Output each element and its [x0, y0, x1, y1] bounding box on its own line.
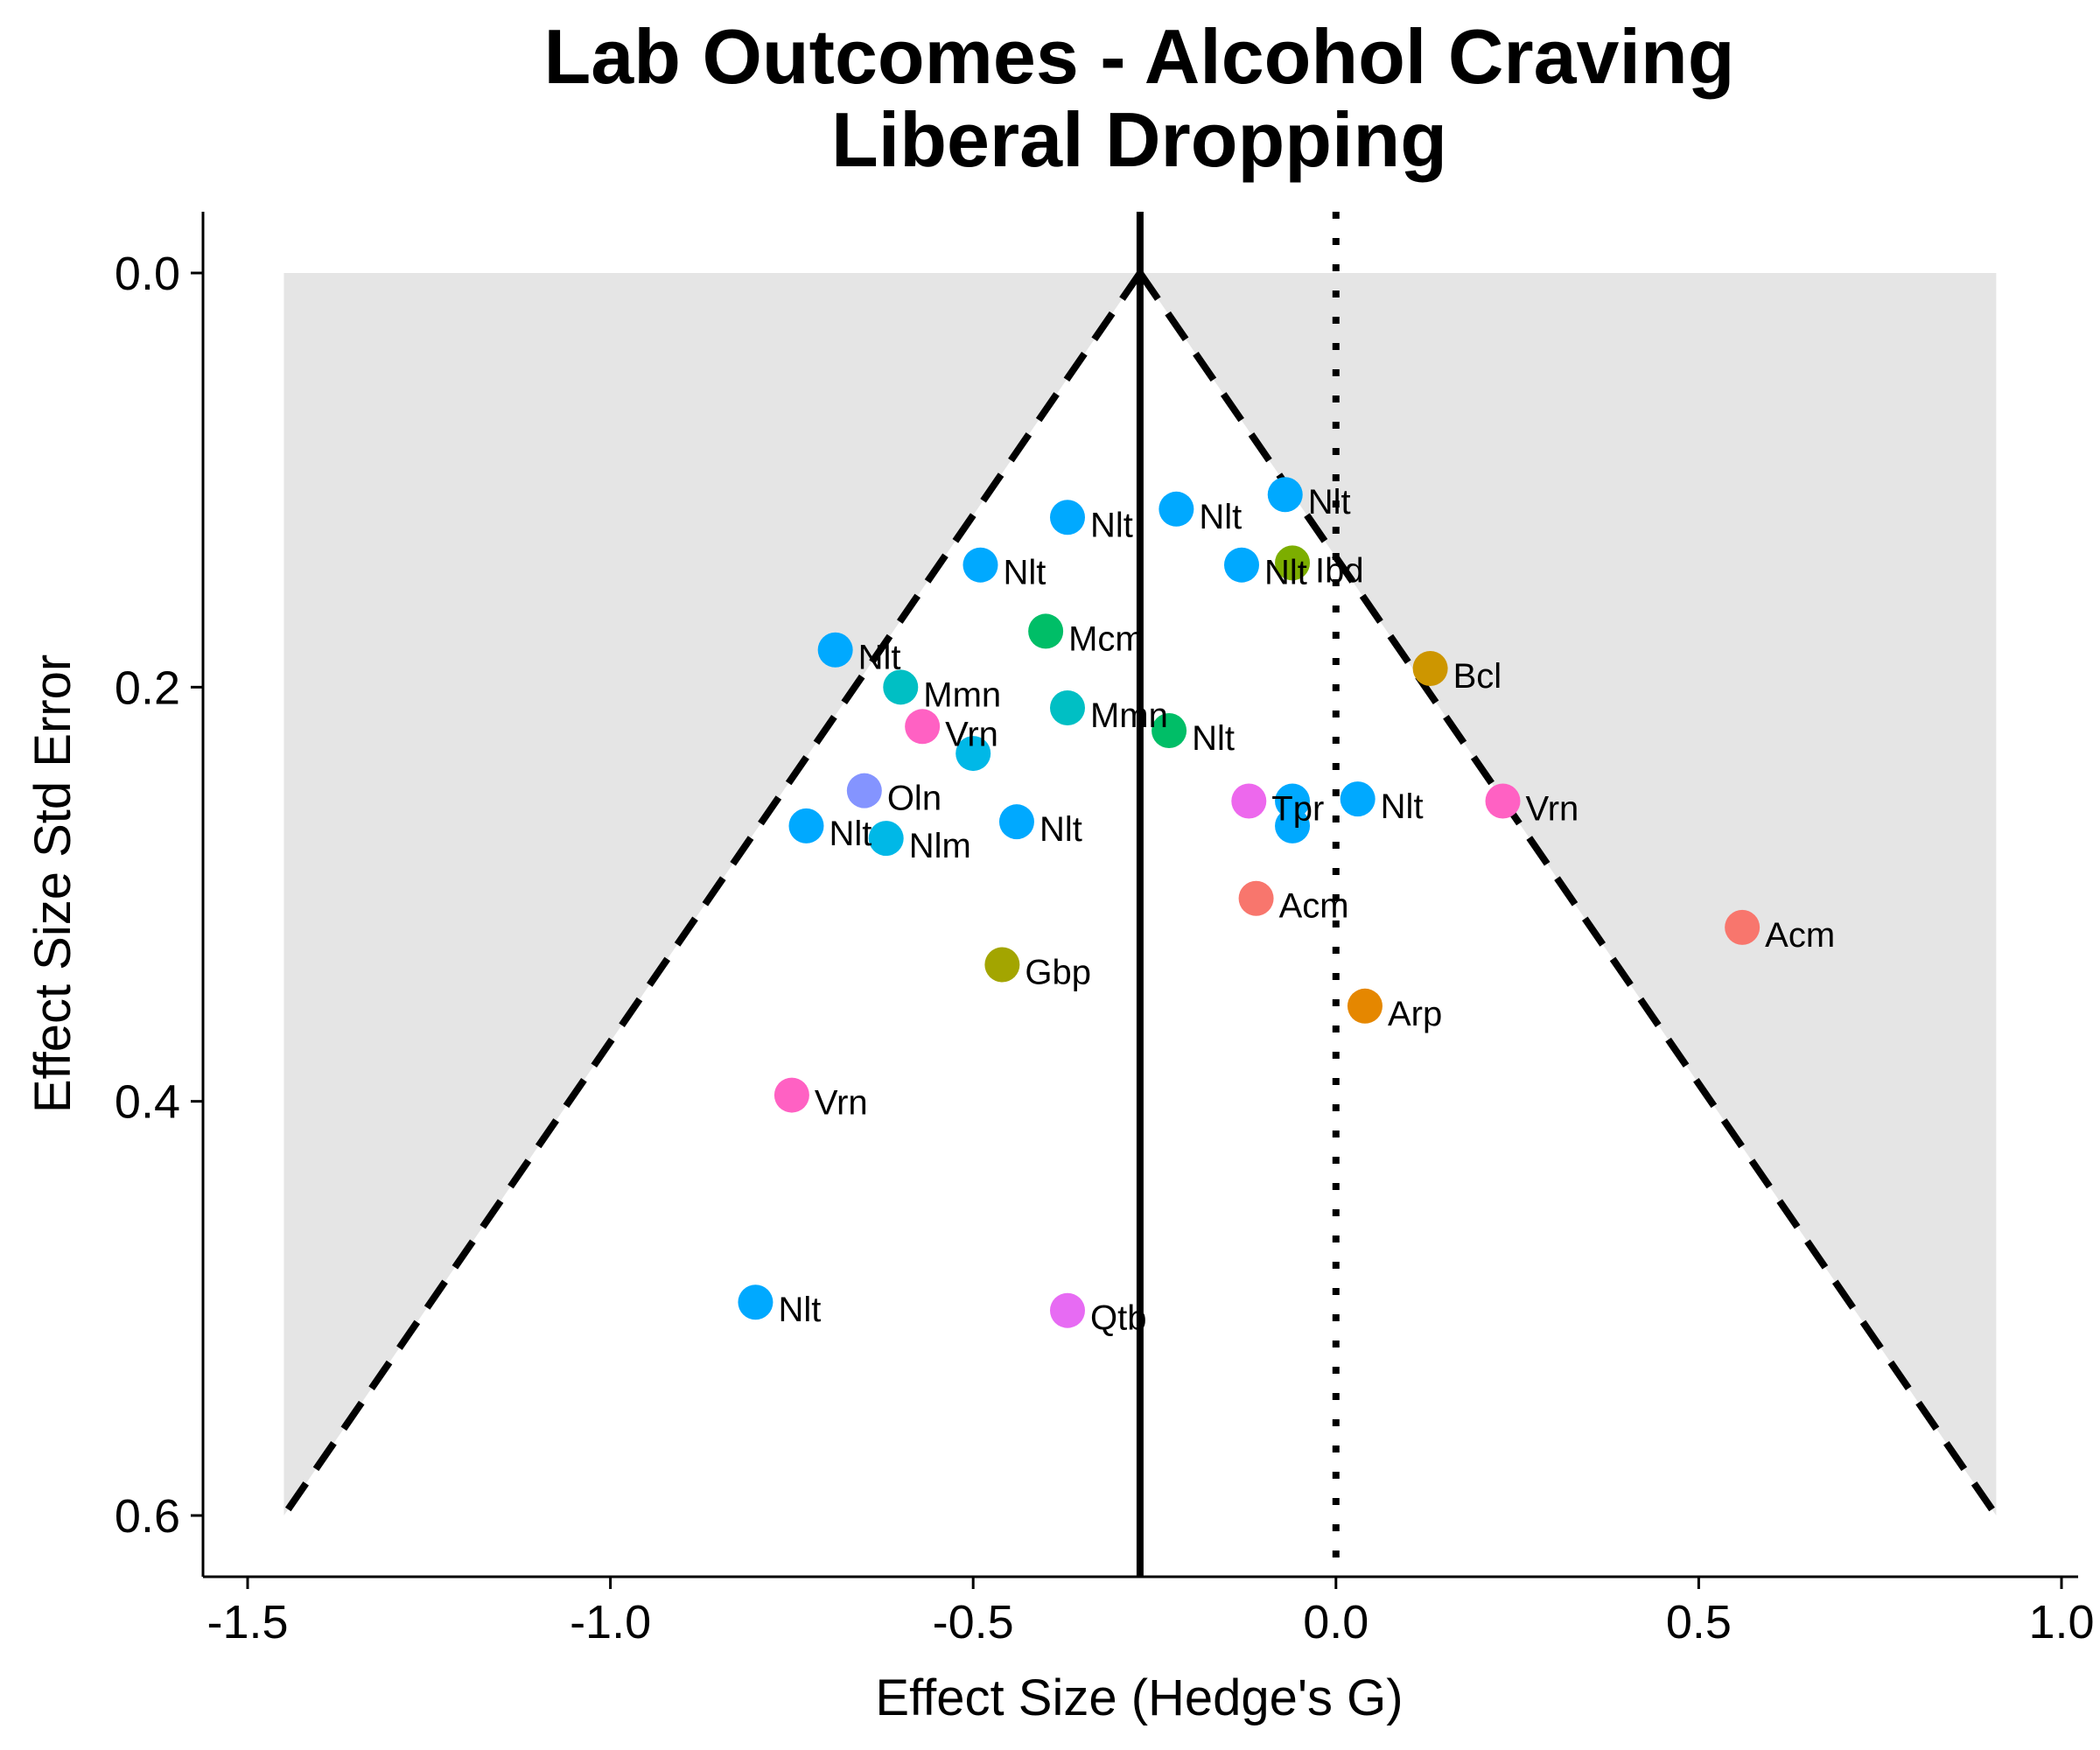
point-label: Vrn — [815, 1084, 868, 1123]
data-point — [1275, 545, 1311, 581]
point-label: Nlt — [1264, 554, 1307, 592]
point-label: Vrn — [945, 715, 998, 753]
point-label: Oln — [887, 780, 942, 818]
data-point — [1152, 713, 1187, 749]
point-label: Nlt — [1040, 810, 1082, 849]
point-label: Vrn — [1526, 790, 1579, 829]
data-point — [868, 821, 904, 857]
point-label: Mcm — [1068, 620, 1144, 658]
point-label: Nlt — [1090, 506, 1133, 544]
point-label: Nlt — [1381, 788, 1424, 826]
data-point — [962, 547, 998, 583]
point-label: Nlm — [909, 827, 971, 865]
data-point — [774, 1077, 809, 1113]
data-point — [984, 947, 1020, 983]
point-label: Nlt — [829, 815, 872, 853]
x-tick-label: -1.0 — [570, 1596, 651, 1648]
point-label: Acm — [1279, 887, 1349, 926]
point-label: Nlt — [858, 639, 901, 677]
point-label: Nlt — [1199, 498, 1242, 536]
data-point — [1049, 500, 1085, 536]
x-tick-label: 0.5 — [1666, 1596, 1732, 1648]
x-tick-label: 1.0 — [2028, 1596, 2094, 1648]
data-point — [1340, 781, 1376, 817]
data-point — [883, 669, 919, 705]
point-label: Nlt — [778, 1291, 821, 1329]
x-tick-label: 0.0 — [1303, 1596, 1368, 1648]
point-label: Gbp — [1025, 953, 1091, 991]
point-label: Tpr — [1271, 790, 1324, 829]
point-label: Nlt — [1192, 719, 1235, 758]
data-point — [905, 709, 941, 745]
point-label: Mmn — [1090, 696, 1168, 735]
data-point — [846, 773, 882, 808]
point-label: Nlt — [1308, 483, 1351, 522]
y-axis-title: Effect Size Std Error — [24, 654, 81, 1113]
data-point — [788, 808, 824, 844]
point-label: Ibd — [1315, 551, 1364, 590]
data-point — [1049, 1292, 1085, 1328]
point-label: Arp — [1388, 995, 1442, 1033]
point-label: Mmn — [923, 676, 1001, 714]
data-point — [1224, 547, 1260, 583]
x-axis-ticks: -1.5 -1.0 -0.5 0.0 0.5 1.0 — [206, 1577, 2095, 1648]
data-point — [1412, 651, 1448, 687]
data-point — [998, 804, 1034, 840]
y-tick-label: 0.4 — [115, 1076, 180, 1129]
data-point — [956, 736, 991, 772]
data-point — [1485, 783, 1521, 819]
funnel-shaded-region — [284, 273, 1997, 1516]
data-point — [738, 1284, 774, 1320]
chart-title: Lab Outcomes - Alcohol Craving — [544, 13, 1735, 100]
y-tick-label: 0.0 — [115, 248, 180, 300]
data-point — [1231, 783, 1267, 819]
y-tick-label: 0.6 — [115, 1490, 180, 1543]
chart-subtitle: Liberal Dropping — [831, 96, 1447, 183]
funnel-left-line — [281, 270, 1144, 1518]
data-point — [1158, 491, 1194, 527]
data-point — [1049, 690, 1085, 725]
y-axis-ticks: 0.0 0.2 0.4 0.6 — [115, 248, 203, 1543]
point-label: Acm — [1765, 916, 1835, 955]
data-point — [1238, 880, 1274, 916]
x-tick-label: -1.5 — [206, 1596, 288, 1648]
data-point — [1028, 613, 1064, 649]
data-point — [1267, 477, 1303, 513]
data-point — [1275, 808, 1311, 844]
data-point — [1725, 909, 1760, 945]
point-label: Nlt — [1003, 554, 1046, 592]
point-label: Qtb — [1090, 1299, 1146, 1338]
x-tick-label: -0.5 — [933, 1596, 1014, 1648]
y-tick-label: 0.2 — [115, 662, 180, 714]
point-label: Bcl — [1453, 657, 1502, 696]
x-axis-title: Effect Size (Hedge's G) — [875, 1670, 1403, 1726]
data-point — [1347, 988, 1382, 1024]
data-point — [817, 632, 853, 668]
data-point — [1275, 783, 1311, 819]
